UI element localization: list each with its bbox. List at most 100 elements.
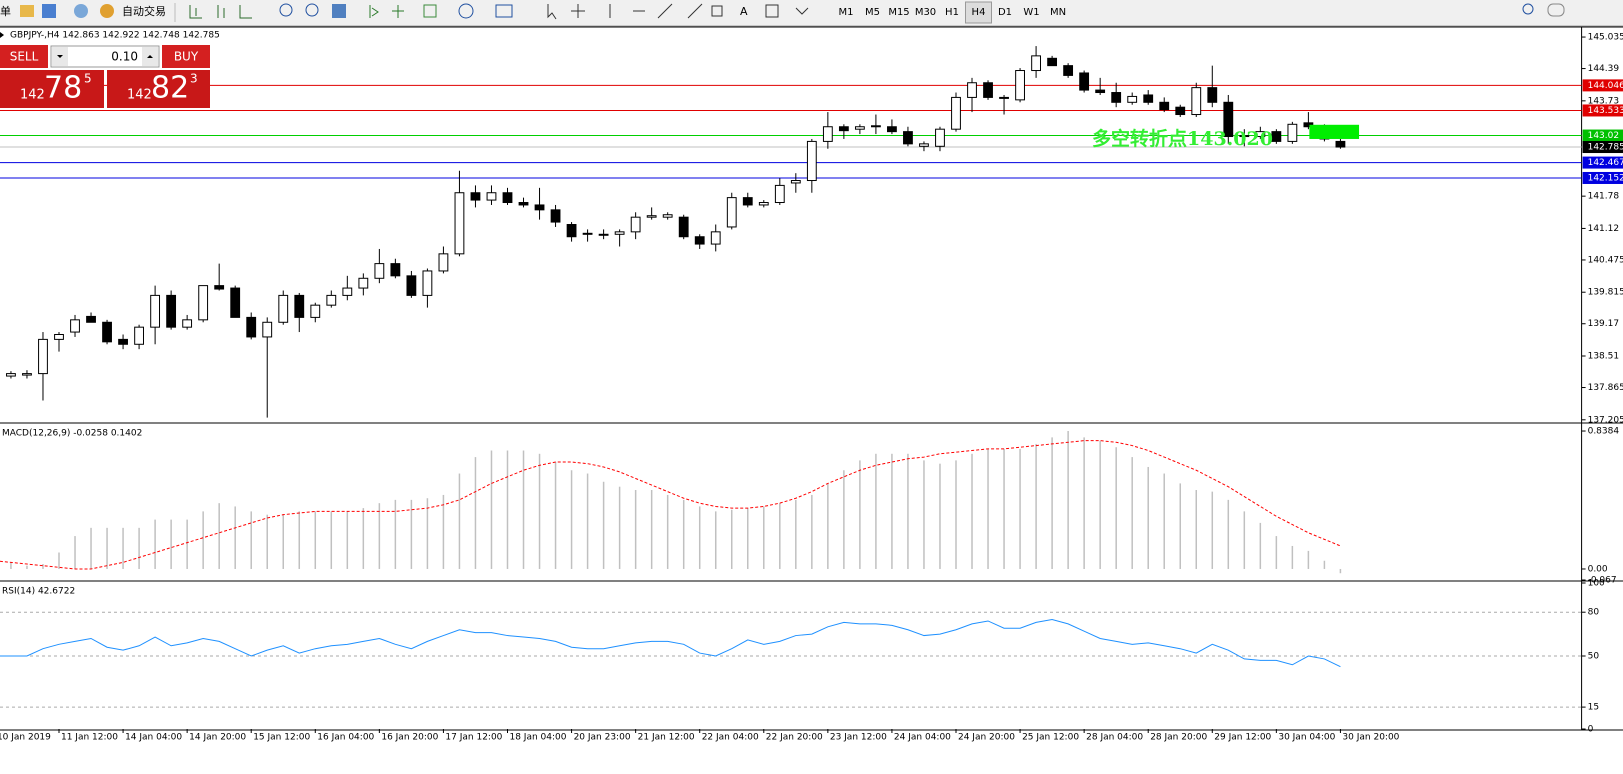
candle-body — [774, 184, 785, 204]
candle-body — [470, 192, 481, 201]
timeframe-button[interactable]: M30 — [915, 7, 936, 18]
candle-body — [38, 338, 48, 375]
timeframe-button[interactable]: D1 — [998, 7, 1012, 18]
chat[interactable] — [1547, 3, 1565, 17]
candle-body — [646, 215, 657, 218]
x-tick-label: 10 Jan 2019 — [0, 733, 51, 743]
candle-body — [790, 180, 801, 184]
candle-body — [406, 275, 417, 296]
candle-body — [871, 125, 881, 128]
candle-body — [294, 294, 305, 318]
candle-body — [1191, 87, 1202, 116]
y-tick-label: 145.035 — [1588, 33, 1623, 43]
label-tool[interactable] — [765, 4, 779, 18]
candle-body — [1047, 57, 1058, 67]
candle-body — [6, 373, 16, 377]
icon[interactable] — [20, 5, 34, 17]
candle-body — [134, 326, 144, 345]
timeframe-button[interactable]: H1 — [945, 7, 959, 18]
zoom-in[interactable] — [279, 3, 293, 17]
y-tick-label: -0.067 — [1588, 576, 1617, 586]
lot-input[interactable] — [50, 45, 160, 68]
candle-body — [454, 192, 465, 255]
icon[interactable] — [100, 4, 114, 18]
templates[interactable] — [495, 4, 513, 18]
x-tick-label: 22 Jan 04:00 — [702, 733, 759, 743]
x-tick-label: 16 Jan 20:00 — [381, 733, 438, 743]
timeframe-button[interactable]: W1 — [1023, 7, 1039, 18]
y-tick-label: 137.205 — [1588, 415, 1623, 425]
bid-box[interactable] — [0, 70, 104, 108]
zoom-out[interactable] — [305, 3, 319, 17]
price-tag-label: 142.152 — [1588, 173, 1623, 183]
x-tick-label: 28 Jan 20:00 — [1150, 733, 1207, 743]
indicators[interactable] — [423, 4, 437, 18]
candle-body — [903, 131, 913, 145]
candle-body — [1111, 92, 1122, 103]
timeframe-button[interactable]: H4 — [972, 7, 986, 18]
text-tool[interactable]: A — [740, 5, 748, 18]
periods[interactable] — [458, 3, 474, 19]
candle-body — [198, 285, 209, 321]
timeframe-button[interactable]: M15 — [888, 7, 909, 18]
menu-fragment[interactable]: 单 — [0, 5, 11, 18]
x-tick-label: 14 Jan 20:00 — [189, 733, 246, 743]
price-tag-label: 143.533 — [1588, 106, 1623, 116]
buy-button[interactable] — [162, 45, 210, 68]
price-tag — [1582, 171, 1623, 184]
icon[interactable] — [74, 4, 88, 18]
candle-body — [838, 126, 849, 132]
arrows-tool[interactable] — [795, 7, 809, 15]
sell-label[interactable]: SELL — [10, 50, 39, 64]
price-tag-label: 143.02 — [1588, 131, 1620, 141]
drawn-box — [1309, 124, 1360, 139]
sell-button[interactable] — [0, 45, 48, 68]
price-tag — [1582, 79, 1623, 92]
drawing-tools[interactable] — [547, 3, 723, 20]
icon[interactable] — [189, 5, 252, 19]
rsi-line — [0, 618, 1341, 668]
candle-body — [102, 321, 112, 343]
candle-body — [486, 192, 497, 201]
bid-prefix: 142 — [20, 88, 45, 103]
timeframe-button[interactable]: M1 — [839, 7, 854, 18]
buy-label[interactable]: BUY — [174, 50, 199, 64]
lot-value[interactable]: 0.10 — [111, 50, 138, 64]
auto-trading[interactable]: 自动交易 — [122, 4, 166, 18]
candle-body — [1335, 140, 1346, 148]
y-tick-label: 140.475 — [1588, 255, 1623, 265]
candle-body — [326, 294, 337, 306]
candle-body — [358, 277, 369, 289]
timeframe-button[interactable]: MN — [1050, 7, 1066, 18]
candle-body — [550, 209, 561, 223]
candle-body — [951, 96, 961, 130]
y-tick-label: 144.39 — [1588, 64, 1620, 74]
candle-body — [534, 204, 545, 211]
candle-body — [1223, 101, 1234, 138]
candle-body — [1079, 72, 1090, 91]
candle-body — [726, 197, 737, 228]
timeframe-active[interactable] — [965, 1, 992, 24]
icon[interactable] — [369, 5, 404, 18]
x-tick-label: 28 Jan 04:00 — [1086, 733, 1143, 743]
candle-body — [935, 128, 945, 147]
candle-body — [854, 126, 865, 130]
candle-body — [310, 304, 321, 318]
candle-body — [1127, 95, 1138, 103]
candle-body — [678, 216, 689, 238]
timeframe-button[interactable]: M5 — [865, 7, 880, 18]
candle-body — [742, 197, 753, 206]
tile[interactable] — [332, 4, 346, 18]
candle-body — [1031, 55, 1041, 72]
ask-box[interactable] — [107, 70, 210, 108]
x-tick-label: 25 Jan 12:00 — [1022, 733, 1079, 743]
candle-body — [887, 126, 897, 133]
y-tick-label: 100 — [1588, 579, 1605, 589]
annotation: 多空转折点143.020 — [1092, 127, 1273, 150]
candle-body — [1175, 106, 1186, 116]
search[interactable] — [1522, 3, 1534, 15]
icon[interactable] — [42, 4, 56, 18]
x-tick-label: 18 Jan 04:00 — [509, 733, 566, 743]
candle-body — [502, 192, 513, 204]
candle-body — [86, 315, 96, 323]
